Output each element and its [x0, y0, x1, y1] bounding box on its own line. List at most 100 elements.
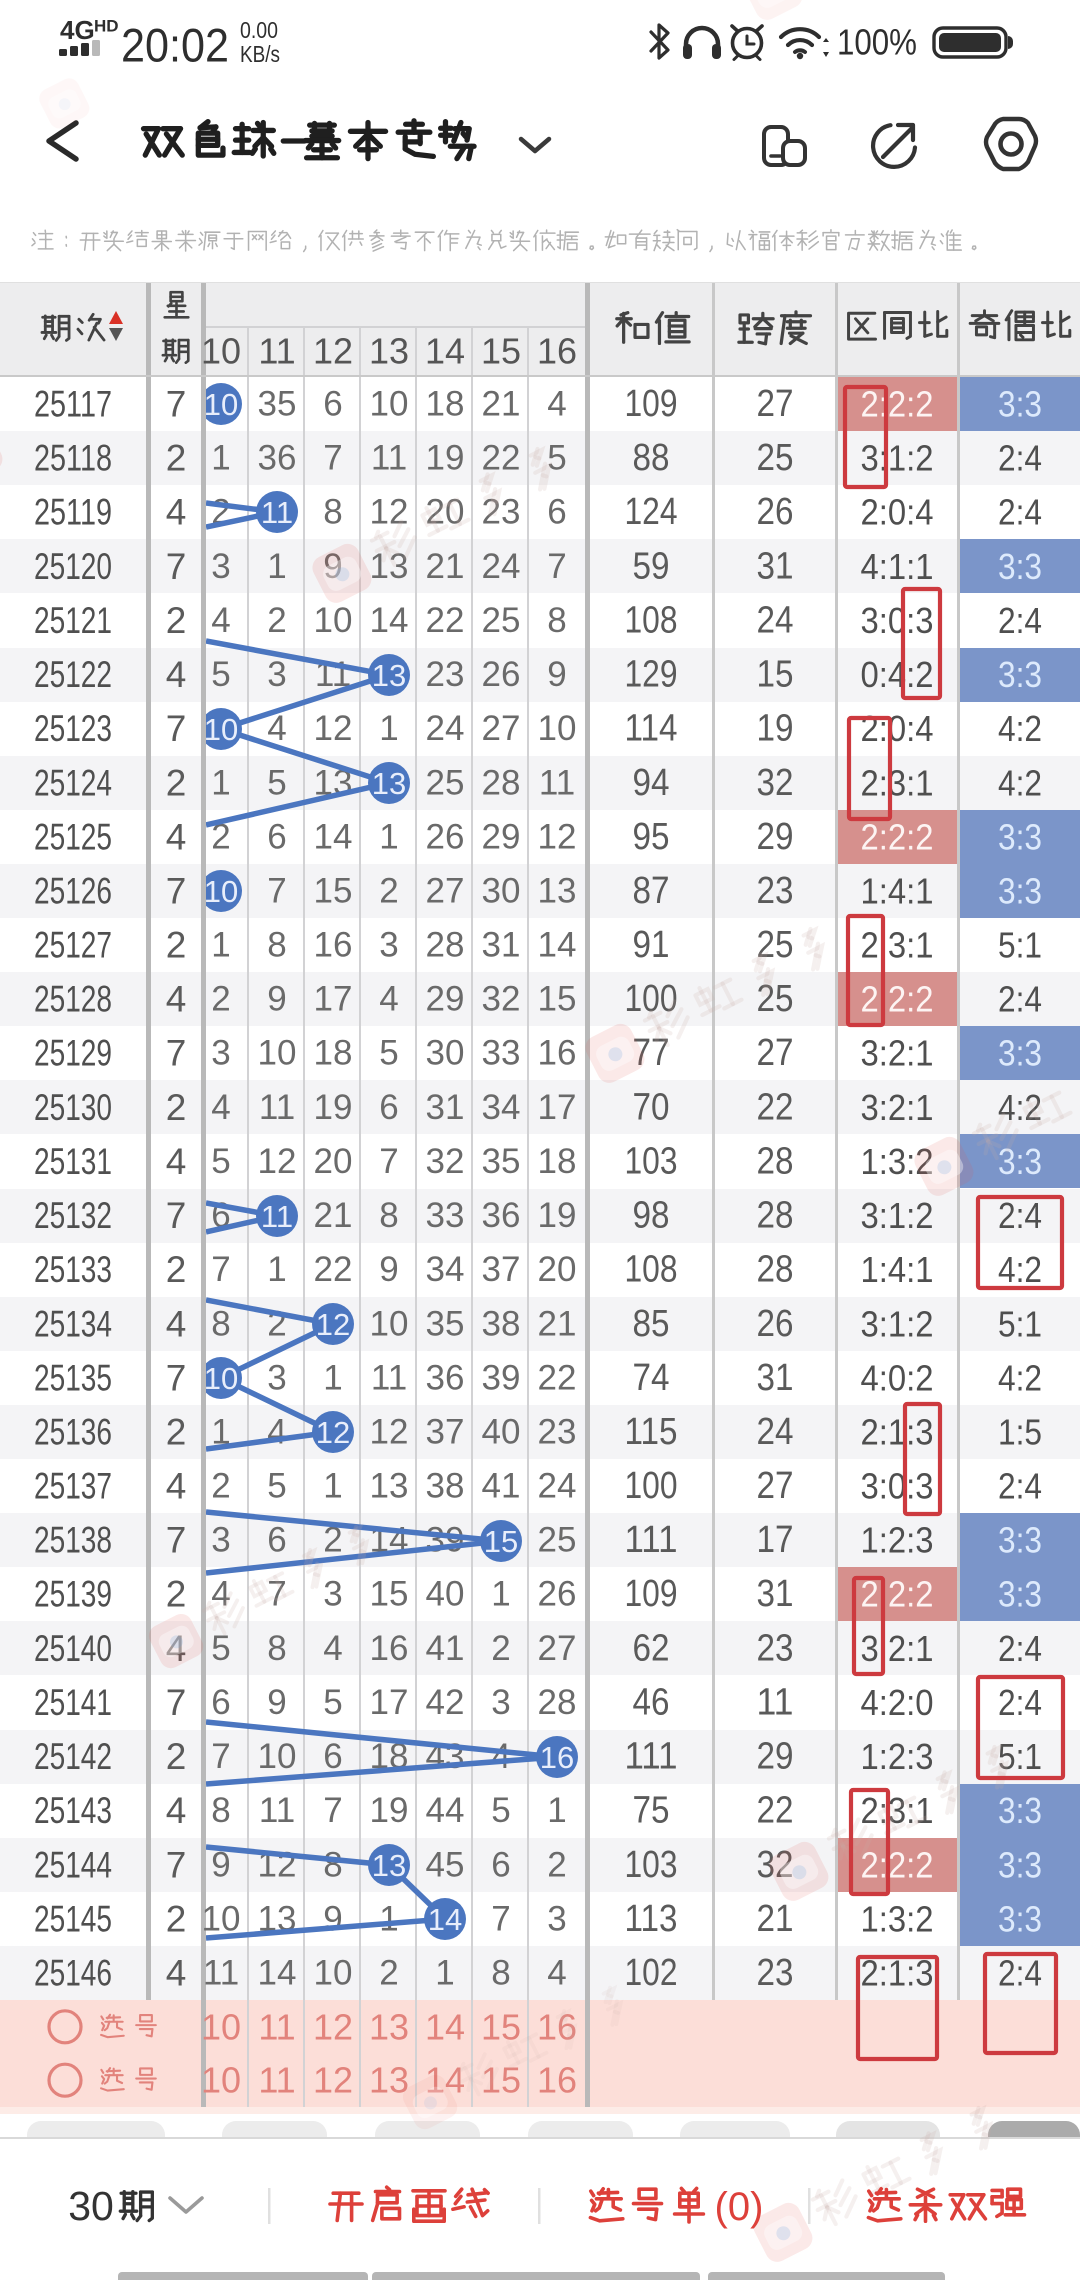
- svg-text:13: 13: [370, 1467, 409, 1506]
- svg-text:10: 10: [204, 874, 238, 909]
- svg-text:21: 21: [757, 1898, 794, 1940]
- svg-text:3:3: 3:3: [998, 1141, 1042, 1182]
- svg-text:36: 36: [426, 1358, 465, 1397]
- svg-text:44: 44: [426, 1791, 465, 1830]
- svg-text:10: 10: [202, 1899, 241, 1938]
- svg-text:12: 12: [316, 1307, 350, 1342]
- svg-text:11: 11: [203, 1954, 239, 1993]
- svg-text:1: 1: [267, 1250, 286, 1289]
- svg-text:13: 13: [370, 547, 409, 586]
- svg-text:23: 23: [757, 870, 794, 912]
- svg-text:26: 26: [757, 1303, 794, 1345]
- svg-text:11: 11: [258, 2060, 295, 2101]
- svg-text:2: 2: [379, 1954, 398, 1993]
- svg-text:16: 16: [540, 1740, 574, 1775]
- svg-text:0.00: 0.00: [240, 17, 278, 43]
- svg-text:1:3:2: 1:3:2: [861, 1141, 934, 1182]
- svg-text:3:1:2: 3:1:2: [861, 1303, 934, 1344]
- svg-text:25136: 25136: [34, 1412, 112, 1453]
- svg-text:7: 7: [166, 1357, 187, 1398]
- svg-text:17: 17: [314, 980, 353, 1019]
- svg-text:21: 21: [482, 385, 521, 424]
- svg-text:1: 1: [211, 439, 230, 478]
- svg-text:3: 3: [547, 1899, 566, 1938]
- svg-text:2:2:2: 2:2:2: [861, 384, 934, 425]
- svg-text:19: 19: [370, 1791, 409, 1830]
- svg-text:16: 16: [537, 331, 577, 372]
- svg-text:6: 6: [267, 817, 286, 856]
- svg-text:29: 29: [757, 1736, 794, 1778]
- svg-text:94: 94: [633, 762, 670, 804]
- svg-text:59: 59: [633, 545, 670, 587]
- svg-text:15: 15: [481, 2060, 521, 2101]
- svg-text:3:0:3: 3:0:3: [861, 1466, 934, 1507]
- svg-text:7: 7: [323, 439, 342, 478]
- svg-text:25141: 25141: [34, 1682, 112, 1723]
- svg-text:111: 111: [625, 1736, 678, 1778]
- svg-text:4:2: 4:2: [998, 1249, 1042, 1290]
- svg-text:26: 26: [426, 817, 465, 856]
- svg-text:85: 85: [633, 1303, 670, 1345]
- svg-text:12: 12: [313, 2006, 353, 2047]
- svg-text:129: 129: [625, 654, 678, 696]
- svg-text:10: 10: [314, 601, 353, 640]
- svg-text:2:4: 2:4: [998, 492, 1042, 533]
- svg-text:5: 5: [491, 1791, 510, 1830]
- svg-text:25123: 25123: [34, 708, 112, 749]
- svg-text:21: 21: [314, 1196, 353, 1235]
- svg-text:25135: 25135: [34, 1357, 112, 1398]
- svg-text:4:2:0: 4:2:0: [861, 1682, 934, 1723]
- svg-text:91: 91: [633, 924, 670, 966]
- svg-text:4: 4: [267, 1413, 286, 1452]
- svg-text:7: 7: [166, 546, 187, 587]
- svg-text:17: 17: [538, 1088, 577, 1127]
- svg-text:3:1:2: 3:1:2: [861, 438, 934, 479]
- svg-text:26: 26: [757, 491, 794, 533]
- svg-text:10: 10: [258, 1034, 297, 1073]
- svg-text:7: 7: [267, 872, 286, 911]
- svg-text:16: 16: [537, 2060, 577, 2101]
- svg-text:11: 11: [259, 1791, 295, 1830]
- svg-text:11: 11: [261, 495, 293, 530]
- svg-text:22: 22: [314, 1250, 353, 1289]
- svg-text:12: 12: [313, 2060, 353, 2101]
- svg-text:3:3: 3:3: [998, 1574, 1042, 1615]
- svg-text:16: 16: [370, 1629, 409, 1668]
- svg-text:7: 7: [491, 1899, 510, 1938]
- svg-text:6: 6: [491, 1845, 510, 1884]
- svg-text:8: 8: [323, 493, 342, 532]
- svg-text:4: 4: [267, 709, 286, 748]
- svg-text:7: 7: [166, 1844, 187, 1885]
- svg-text:74: 74: [633, 1357, 670, 1399]
- svg-text:24: 24: [757, 599, 794, 641]
- svg-text:4: 4: [166, 1141, 187, 1182]
- svg-text:32: 32: [426, 1142, 465, 1181]
- svg-text:9: 9: [547, 655, 566, 694]
- svg-text:100%: 100%: [837, 22, 917, 63]
- svg-text:77: 77: [633, 1032, 670, 1074]
- svg-text:29: 29: [426, 980, 465, 1019]
- svg-text:27: 27: [482, 709, 521, 748]
- svg-text:3:3: 3:3: [998, 1790, 1042, 1831]
- svg-text:14: 14: [314, 817, 353, 856]
- svg-text:2:4: 2:4: [998, 1466, 1042, 1507]
- svg-text:14: 14: [258, 1954, 297, 1993]
- svg-text:25144: 25144: [34, 1844, 112, 1885]
- svg-text:27: 27: [757, 1465, 794, 1507]
- svg-text:10: 10: [370, 385, 409, 424]
- svg-text:15: 15: [314, 872, 353, 911]
- svg-text:5:1: 5:1: [998, 925, 1042, 966]
- svg-text:2:4: 2:4: [998, 1628, 1042, 1669]
- svg-text:8: 8: [267, 1629, 286, 1668]
- svg-text:114: 114: [625, 708, 678, 750]
- svg-text:23: 23: [538, 1413, 577, 1452]
- svg-text:20: 20: [538, 1250, 577, 1289]
- svg-text:25: 25: [482, 601, 521, 640]
- svg-text:5:1: 5:1: [998, 1736, 1042, 1777]
- svg-text:6: 6: [547, 493, 566, 532]
- svg-text:102: 102: [625, 1952, 678, 1994]
- svg-text:11: 11: [258, 2006, 295, 2047]
- svg-text:2: 2: [379, 872, 398, 911]
- svg-text:20: 20: [426, 493, 465, 532]
- svg-text:31: 31: [757, 1573, 794, 1615]
